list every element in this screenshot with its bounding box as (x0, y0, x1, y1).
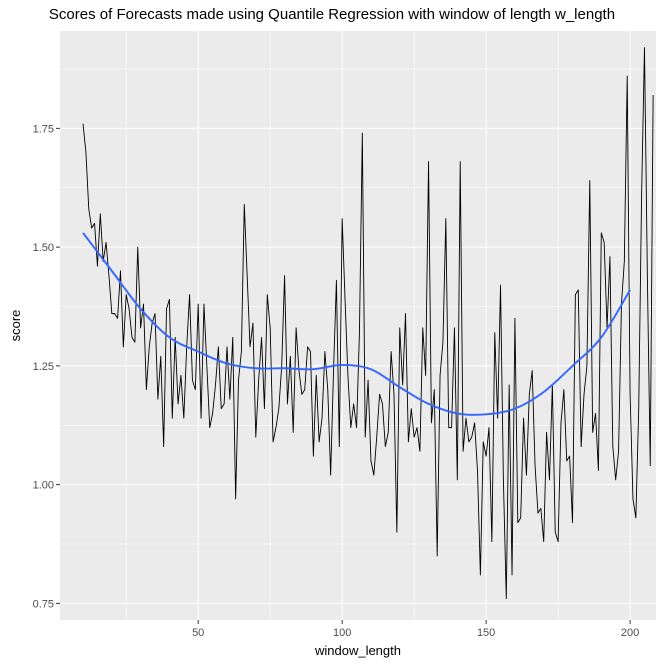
plot-panel (60, 31, 656, 620)
x-tick-label: 100 (333, 627, 351, 639)
smooth-trend-line (82, 232, 631, 416)
x-axis-title: window_length (314, 643, 401, 658)
x-tick-label: 150 (477, 627, 495, 639)
y-tick-label: 1.00 (33, 480, 54, 492)
score-line (82, 47, 654, 600)
x-tick-label: 50 (192, 627, 204, 639)
chart-title: Scores of Forecasts made using Quantile … (48, 6, 616, 23)
x-tick-label: 200 (621, 627, 639, 639)
y-tick-label: 1.75 (33, 123, 54, 135)
y-tick-label: 1.50 (33, 242, 54, 254)
y-tick-label: 0.75 (33, 598, 54, 610)
y-axis-title: score (8, 310, 23, 342)
y-tick-label: 1.25 (33, 361, 54, 373)
